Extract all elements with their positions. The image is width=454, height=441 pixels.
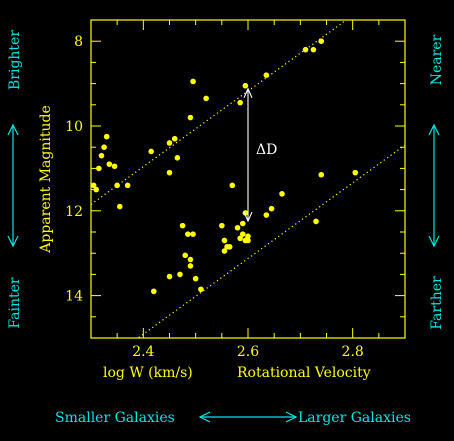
data-point — [174, 155, 181, 161]
data-point — [313, 218, 319, 225]
delta-arrow-head-top — [243, 87, 253, 98]
data-point — [93, 186, 100, 193]
x-axis-label: log W (km/s) — [103, 365, 193, 381]
data-point — [151, 288, 157, 295]
left-double-arrow — [7, 123, 19, 248]
data-point — [106, 161, 113, 167]
y-tick-label: 12 — [65, 204, 83, 220]
data-point — [279, 191, 285, 197]
delta-arrow-head-bottom — [243, 211, 253, 223]
data-point — [187, 263, 194, 269]
bottom-left-label: Smaller Galaxies — [55, 410, 175, 426]
data-point — [268, 205, 275, 212]
data-point — [221, 248, 228, 254]
y-axis-label: Apparent Magnitude — [38, 105, 54, 253]
data-point — [242, 82, 249, 89]
data-point — [245, 233, 251, 240]
left-bottom-label: Fainter — [7, 277, 23, 329]
data-point — [179, 222, 186, 229]
data-point — [237, 99, 243, 106]
x-axis-label-extra: Rotational Velocity — [237, 365, 371, 381]
data-points — [90, 38, 359, 295]
data-point — [114, 182, 120, 189]
bottom-right-label: Larger Galaxies — [298, 410, 411, 426]
data-point — [177, 271, 183, 278]
data-point — [101, 144, 107, 150]
data-point — [190, 78, 196, 85]
data-point — [242, 210, 249, 216]
data-point — [192, 275, 199, 282]
x-tick-label: 2.8 — [342, 344, 364, 360]
data-point — [318, 171, 325, 178]
right-bottom-label: Farther — [429, 276, 445, 330]
data-point — [166, 169, 173, 176]
y-tick-label: 8 — [74, 34, 83, 50]
data-point — [182, 252, 188, 259]
data-point — [302, 46, 309, 53]
data-point — [98, 152, 105, 159]
x-tick-label: 2.4 — [132, 344, 154, 360]
data-point — [239, 231, 246, 237]
y-tick-label: 10 — [65, 119, 83, 135]
data-point — [219, 222, 225, 229]
data-point — [263, 72, 270, 78]
fit-line — [136, 144, 405, 338]
data-point — [234, 224, 241, 231]
right-double-arrow — [428, 123, 440, 248]
data-point — [187, 256, 194, 263]
delta-d-label: ΔD — [256, 142, 277, 158]
data-point — [229, 182, 236, 189]
data-point — [245, 237, 251, 244]
data-point — [116, 203, 123, 210]
data-point — [96, 165, 102, 172]
data-point — [237, 235, 243, 242]
data-point — [318, 38, 325, 44]
data-point — [221, 237, 228, 244]
data-point — [263, 212, 270, 218]
data-point — [90, 182, 97, 189]
data-point — [103, 133, 110, 140]
data-point — [124, 182, 131, 189]
data-point — [187, 114, 194, 121]
data-point — [352, 169, 359, 176]
data-point — [310, 46, 317, 53]
axis-ticks — [90, 19, 406, 339]
y-tick-label: 14 — [65, 289, 83, 305]
data-point — [148, 148, 154, 155]
data-point — [166, 273, 173, 280]
data-point — [190, 231, 196, 237]
tick-labels: 2.4 2.6 2.8 8 10 12 14 — [65, 34, 364, 360]
data-point — [226, 244, 233, 250]
left-top-label: Brighter — [7, 30, 23, 90]
data-point — [185, 231, 191, 237]
delta-d-annotation: ΔD — [243, 87, 277, 223]
data-point — [111, 163, 118, 170]
data-point — [198, 286, 204, 293]
data-point — [166, 140, 173, 146]
data-point — [239, 220, 246, 227]
data-point — [203, 95, 209, 102]
bottom-double-arrow — [198, 411, 298, 423]
data-point — [171, 135, 178, 142]
x-tick-label: 2.6 — [237, 344, 259, 360]
right-top-label: Nearer — [429, 34, 445, 85]
